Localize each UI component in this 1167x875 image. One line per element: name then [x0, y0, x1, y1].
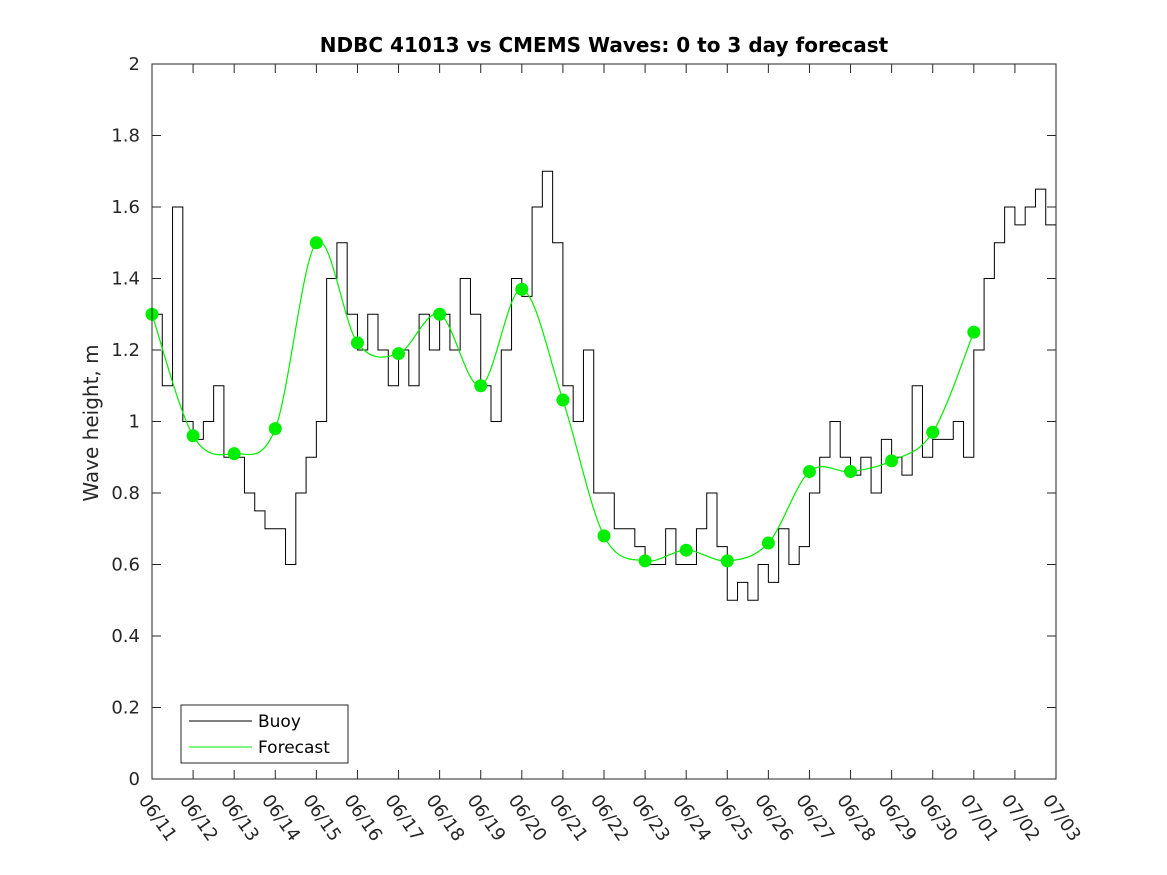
forecast-point-06-24	[679, 543, 693, 557]
x-tick-label: 06/17	[380, 791, 427, 846]
y-tick-label: 1.4	[111, 269, 140, 290]
forecast-point-06-12	[186, 429, 200, 443]
x-tick-label: 06/28	[832, 791, 879, 846]
forecast-point-06-15	[309, 236, 323, 250]
x-tick-label: 07/02	[997, 791, 1044, 846]
y-tick-label: 1.6	[111, 197, 140, 218]
x-tick-label: 06/16	[339, 791, 386, 846]
y-tick-label: 1.2	[111, 340, 140, 361]
forecast-point-06-17	[392, 347, 406, 361]
x-tick-label: 06/25	[709, 791, 756, 846]
forecast-point-06-21	[556, 393, 570, 407]
chart-title: NDBC 41013 vs CMEMS Waves: 0 to 3 day fo…	[320, 33, 889, 57]
forecast-point-06-29	[885, 454, 899, 468]
legend-label-buoy: Buoy	[258, 712, 301, 732]
y-tick-label: 1	[129, 412, 140, 433]
x-tick-label: 06/24	[668, 791, 715, 846]
y-tick-label: 1.8	[111, 126, 140, 147]
y-tick-label: 0.6	[111, 555, 140, 576]
forecast-point-06-30	[926, 425, 940, 439]
forecast-point-06-25	[720, 554, 734, 568]
legend: Buoy Forecast	[180, 704, 349, 764]
x-tick-label: 06/22	[586, 791, 633, 846]
x-tick-label: 06/12	[175, 791, 222, 846]
y-tick-label: 0.8	[111, 483, 140, 504]
y-tick-label: 0	[129, 769, 140, 790]
x-tick-label: 06/23	[627, 791, 674, 846]
forecast-point-06-18	[433, 307, 447, 321]
x-tick-label: 06/29	[874, 791, 921, 846]
x-tick-label: 06/15	[298, 791, 345, 846]
forecast-point-06-14	[268, 422, 282, 436]
forecast-point-06-19	[474, 379, 488, 393]
forecast-point-06-20	[515, 282, 529, 296]
x-tick-label: 06/20	[504, 791, 551, 846]
x-tick-label: 07/03	[1038, 791, 1085, 846]
forecast-point-06-13	[227, 447, 241, 461]
forecast-point-06-28	[844, 465, 858, 479]
x-tick-label: 06/26	[750, 791, 797, 846]
plot-area	[145, 170, 1057, 601]
x-tick-label: 06/27	[791, 791, 838, 846]
legend-box	[180, 704, 349, 764]
forecast-point-06-27	[802, 465, 816, 479]
forecast-point-06-16	[350, 336, 364, 350]
legend-label-forecast: Forecast	[258, 738, 330, 758]
forecast-point-06-23	[638, 554, 652, 568]
x-tick-label: 07/01	[956, 791, 1003, 846]
y-tick-label: 0.2	[111, 698, 140, 719]
x-tick-label: 06/30	[915, 791, 962, 846]
x-tick-label: 06/11	[134, 791, 181, 846]
y-tick-label: 0.4	[111, 626, 140, 647]
axes-frame	[151, 63, 1057, 780]
x-tick-label: 06/14	[257, 791, 304, 846]
y-tick-label: 2	[129, 54, 140, 75]
y-axis-label: Wave height, m	[79, 344, 103, 501]
x-tick-label: 06/18	[422, 791, 469, 846]
forecast-point-06-22	[597, 529, 611, 543]
x-tick-label: 06/19	[463, 791, 510, 846]
forecast-point-07-01	[967, 325, 981, 339]
buoy-series-line	[152, 170, 1057, 601]
forecast-series-line	[151, 240, 975, 562]
x-tick-label: 06/13	[216, 791, 263, 846]
forecast-point-06-26	[761, 536, 775, 550]
x-tick-label: 06/21	[545, 791, 592, 846]
